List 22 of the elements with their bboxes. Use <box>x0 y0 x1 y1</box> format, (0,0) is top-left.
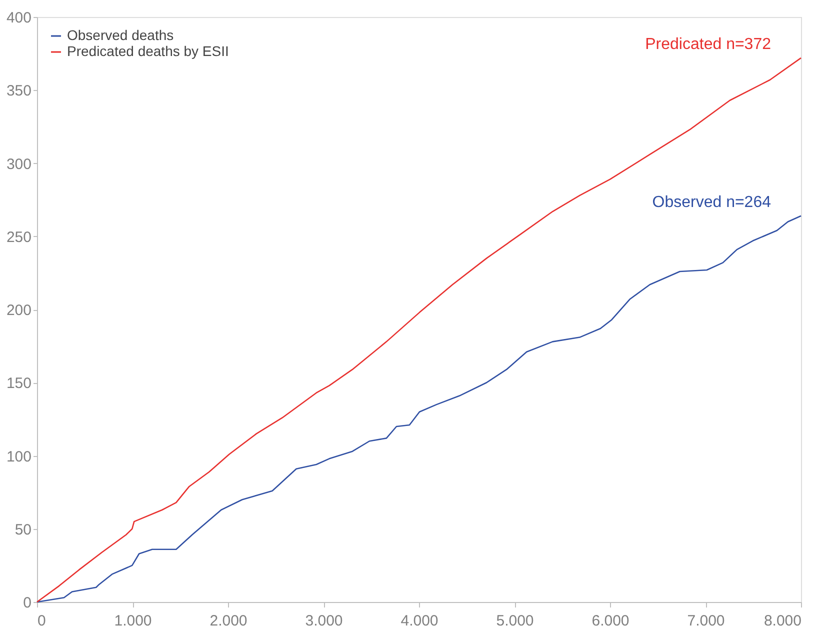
y-tick-label: 400 <box>6 10 32 26</box>
y-tick-label: 150 <box>6 375 32 392</box>
y-tick-label: 50 <box>14 521 32 538</box>
legend-label: Observed deaths <box>67 27 174 43</box>
x-tick-label: 6.000 <box>592 612 630 630</box>
x-tick-label: 3.000 <box>305 612 343 630</box>
y-tick-label: 100 <box>6 448 32 466</box>
y-tick-label: 0 <box>23 594 32 612</box>
x-tick-label: 4.000 <box>400 612 438 630</box>
x-tick-label: 2.000 <box>210 612 248 630</box>
x-tick-label: 0 <box>38 612 46 630</box>
y-tick-label: 300 <box>6 156 32 173</box>
x-tick-label: 1.000 <box>114 612 152 630</box>
x-tick-label: 7.000 <box>687 612 725 630</box>
x-tick-label: 5.000 <box>496 612 534 630</box>
y-tick-label: 250 <box>6 228 32 246</box>
x-tick-label: 8.000 <box>764 612 802 630</box>
annotation: Predicated n=372 <box>645 36 772 53</box>
legend-label: Predicated deaths by ESII <box>67 43 229 59</box>
y-tick-label: 200 <box>6 302 32 319</box>
annotation: Observed n=264 <box>652 194 772 211</box>
y-tick-label: 350 <box>6 82 32 100</box>
